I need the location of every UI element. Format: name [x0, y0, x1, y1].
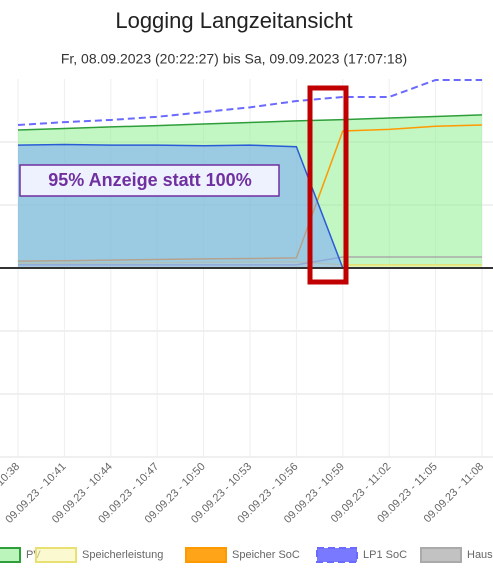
- legend-label: LP1 SoC: [363, 549, 407, 561]
- annotation-box: [19, 164, 280, 197]
- legend-label: Speicher SoC: [232, 549, 300, 561]
- chart-subtitle: Fr, 08.09.2023 (20:22:27) bis Sa, 09.09.…: [61, 51, 407, 67]
- annotation-text: 95% Anzeige statt 100%: [48, 170, 251, 190]
- legend-swatch: [0, 547, 21, 563]
- legend-label: Haus: [467, 549, 493, 561]
- legend-swatch: [420, 547, 462, 563]
- legend-label: Speicherleistung: [82, 549, 163, 561]
- chart-title: Logging Langzeitansicht: [115, 8, 352, 33]
- series-line: [17, 114, 483, 131]
- series-line: [17, 78, 482, 126]
- highlight-box: [307, 85, 349, 285]
- legend-swatch: [316, 547, 358, 563]
- legend-swatch: [35, 547, 77, 563]
- legend-swatch: [185, 547, 227, 563]
